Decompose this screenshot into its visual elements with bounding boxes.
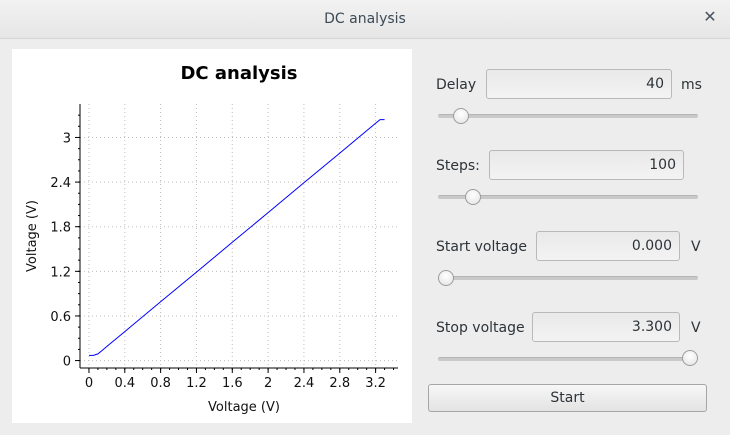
dc-analysis-chart: DC analysis 0 0.4 0.8 1.2 1.6 2 2.4 2.8 3.2 0 0.6 1.… xyxy=(25,63,398,415)
x-tick-label: 1.6 xyxy=(222,376,243,391)
y-tick-label: 3 xyxy=(63,131,71,146)
y-tick-label: 2.4 xyxy=(50,176,71,191)
start-voltage-slider-handle[interactable] xyxy=(438,270,454,286)
stop-voltage-unit: V xyxy=(691,320,701,336)
series-line xyxy=(89,119,385,356)
window-title: DC analysis xyxy=(324,11,406,27)
stop-voltage-input[interactable]: 3.300 xyxy=(532,312,680,342)
delay-slider-handle[interactable] xyxy=(452,108,469,124)
steps-input[interactable]: 100 xyxy=(489,150,684,180)
start-voltage-slider-track[interactable] xyxy=(438,276,698,280)
start-button[interactable]: Start xyxy=(428,384,707,412)
delay-label: Delay xyxy=(436,77,477,93)
steps-slider-track[interactable] xyxy=(438,195,698,199)
y-tick-label: 1.2 xyxy=(50,265,71,280)
y-tick-label: 0 xyxy=(63,355,71,370)
start-voltage-input[interactable]: 0.000 xyxy=(536,231,680,261)
stop-voltage-slider-track[interactable] xyxy=(438,357,698,361)
x-tick-label: 2 xyxy=(264,376,272,391)
x-tick-label: 3.2 xyxy=(365,376,386,391)
start-voltage-unit: V xyxy=(691,239,701,255)
title-bar[interactable]: DC analysis ✕ xyxy=(0,0,730,39)
delay-slider-track[interactable] xyxy=(438,114,698,118)
close-icon[interactable]: ✕ xyxy=(703,7,717,26)
y-tick-label: 0.6 xyxy=(50,310,71,325)
chart-title: DC analysis xyxy=(180,63,297,84)
x-tick-label: 0 xyxy=(85,376,93,391)
x-tick-label: 0.4 xyxy=(114,376,135,391)
y-tick-label: 1.8 xyxy=(50,221,71,236)
delay-input[interactable]: 40 xyxy=(486,69,672,99)
start-voltage-label: Start voltage xyxy=(436,239,527,255)
stop-voltage-label: Stop voltage xyxy=(436,320,525,336)
y-axis-label: Voltage (V) xyxy=(25,200,40,272)
delay-unit: ms xyxy=(681,77,702,93)
x-tick-label: 2.8 xyxy=(329,376,350,391)
steps-slider-handle[interactable] xyxy=(464,189,481,205)
stop-voltage-slider-handle[interactable] xyxy=(682,350,698,366)
x-tick-label: 2.4 xyxy=(294,376,315,391)
x-tick-label: 0.8 xyxy=(150,376,171,391)
steps-label: Steps: xyxy=(436,158,480,174)
plot-panel: DC analysis 0 0.4 0.8 1.2 1.6 2 2.4 2.8 3.2 0 0.6 1.… xyxy=(12,49,412,423)
x-axis-label: Voltage (V) xyxy=(208,400,280,415)
x-tick-label: 1.2 xyxy=(186,376,207,391)
